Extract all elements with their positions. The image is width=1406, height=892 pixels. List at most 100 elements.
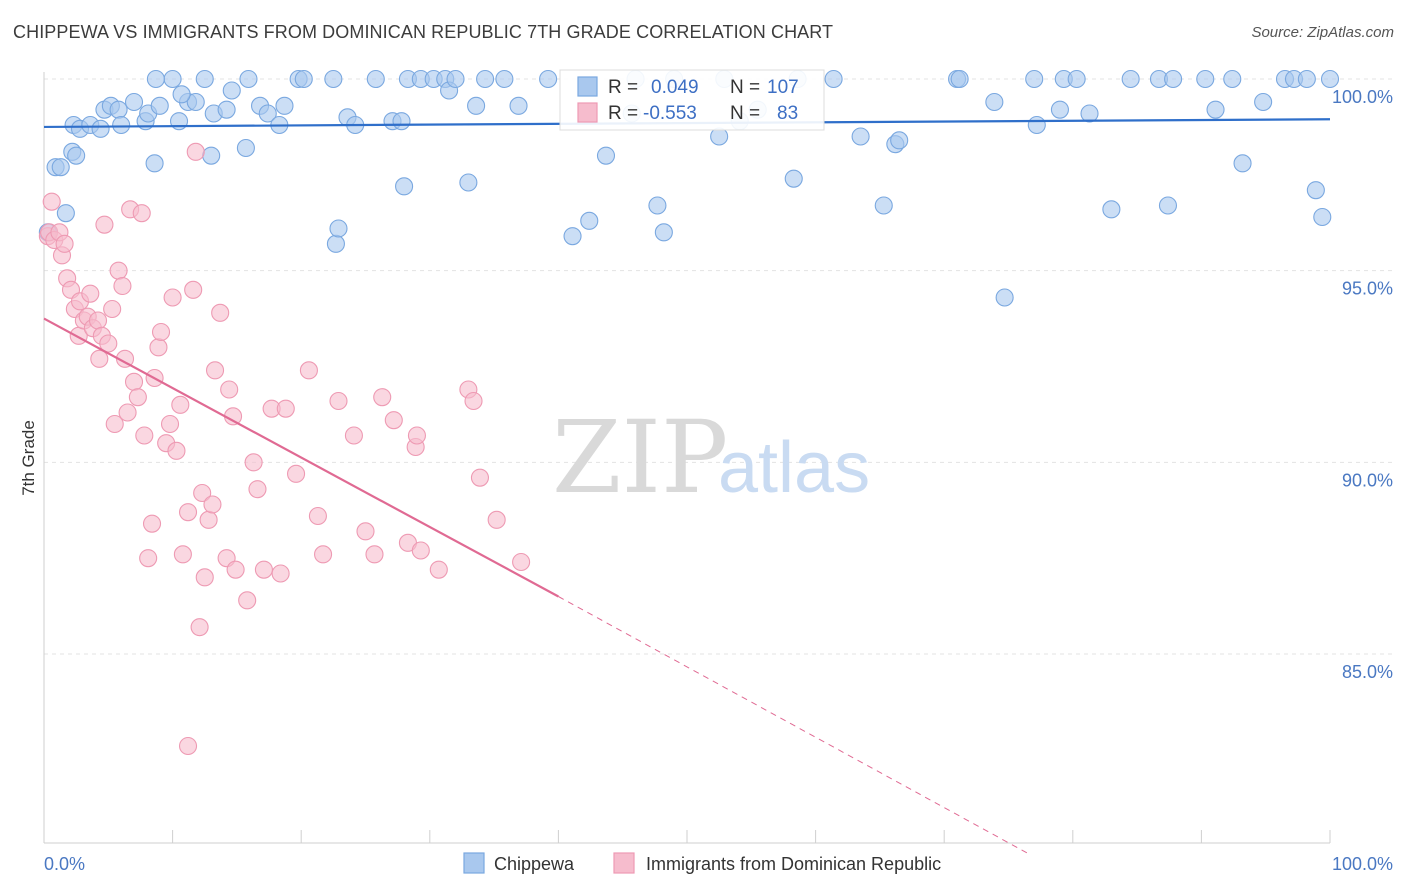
chippewa-point xyxy=(509,96,528,115)
dominican-point xyxy=(178,736,198,756)
chippewa-point xyxy=(1306,181,1325,200)
dominican-point xyxy=(167,441,186,460)
dominican-point xyxy=(464,391,483,411)
dominican-point xyxy=(276,399,295,418)
chippewa-point xyxy=(392,112,411,131)
dominican-point xyxy=(195,568,214,587)
chippewa-point xyxy=(1206,100,1225,119)
dominican-point xyxy=(470,468,490,487)
chippewa-point xyxy=(985,92,1004,112)
dominican-point xyxy=(105,414,124,434)
chippewa-point xyxy=(467,96,486,115)
dominican-trend-extension xyxy=(558,596,1029,854)
chippewa-point xyxy=(1080,104,1099,123)
chippewa-point xyxy=(324,69,343,89)
dominican-point xyxy=(356,522,375,541)
chippewa-point xyxy=(1102,200,1121,219)
dominican-point xyxy=(81,284,100,303)
stats-n-label-2: N = xyxy=(730,103,760,124)
stats-swatch-blue xyxy=(577,76,598,97)
chippewa-point xyxy=(112,115,131,135)
dominican-point xyxy=(190,618,209,637)
dominican-point xyxy=(139,549,158,568)
stats-n-value-2: 83 xyxy=(777,103,798,124)
y-axis-label: 7th Grade xyxy=(19,420,38,496)
chippewa-point xyxy=(1223,69,1242,89)
dominican-point xyxy=(88,311,108,330)
chippewa-point xyxy=(824,69,843,89)
dominican-point xyxy=(95,215,114,234)
dominican-point xyxy=(512,552,531,572)
dominican-point xyxy=(99,334,118,353)
watermark-atlas: atlas xyxy=(718,428,870,508)
dominican-point xyxy=(314,545,333,564)
chippewa-point xyxy=(91,119,110,138)
chippewa-point xyxy=(596,146,616,165)
chippewa-point xyxy=(294,69,313,89)
dominican-point xyxy=(151,322,171,342)
watermark: ZIP atlas xyxy=(552,399,870,516)
chippewa-point xyxy=(1196,69,1215,89)
dominican-point xyxy=(118,403,137,422)
legend-label-chippewa: Chippewa xyxy=(494,854,575,874)
x-ticks xyxy=(43,830,1331,843)
chippewa-point xyxy=(495,69,514,89)
dominican-point xyxy=(42,192,61,211)
chippewa-point xyxy=(1164,69,1183,89)
chippewa-point xyxy=(1025,69,1044,89)
dominican-point xyxy=(132,204,151,223)
dominican-point xyxy=(287,464,306,483)
grid-lines xyxy=(44,78,1392,655)
chippewa-point xyxy=(1067,69,1086,89)
chippewa-point xyxy=(1050,100,1069,119)
chippewa-point xyxy=(56,204,75,223)
chippewa-point xyxy=(239,69,258,89)
stats-r-value-2: -0.553 xyxy=(643,103,697,124)
dominican-point xyxy=(178,503,198,522)
dominican-point xyxy=(160,414,180,434)
chippewa-point xyxy=(395,177,414,196)
chippewa-point xyxy=(202,146,221,165)
chippewa-point xyxy=(172,85,191,104)
dominican-point xyxy=(344,426,363,445)
chippewa-point xyxy=(1320,69,1340,89)
legend-swatch-chippewa xyxy=(463,852,485,874)
chippewa-point xyxy=(710,127,729,146)
stats-r-label-2: R = xyxy=(608,103,638,124)
y-tick-label: 90.0% xyxy=(1342,470,1393,490)
dominican-point xyxy=(173,545,192,564)
legend: Chippewa Immigrants from Dominican Repub… xyxy=(463,852,941,874)
stats-r-label-1: R = xyxy=(608,77,638,98)
dominican-point xyxy=(113,276,132,296)
chippewa-point xyxy=(124,92,144,112)
dominican-points xyxy=(38,142,531,756)
chippewa-point xyxy=(476,69,495,89)
dominican-point xyxy=(308,506,327,526)
chippewa-point xyxy=(150,96,169,115)
chippewa-point xyxy=(648,196,667,215)
dominican-point xyxy=(271,564,290,583)
dominican-point xyxy=(384,411,403,430)
chippewa-point xyxy=(890,131,909,150)
chippewa-point xyxy=(326,234,345,253)
dominican-point xyxy=(103,299,122,319)
dominican-point xyxy=(184,280,203,299)
chippewa-point xyxy=(580,211,599,230)
dominican-point xyxy=(365,545,384,564)
chippewa-point xyxy=(995,288,1014,307)
y-tick-label: 100.0% xyxy=(1332,87,1393,107)
dominican-point xyxy=(128,388,147,407)
dominican-point xyxy=(135,426,154,445)
dominican-point xyxy=(199,510,218,529)
chippewa-point xyxy=(51,158,70,177)
dominican-point xyxy=(407,426,426,445)
dominican-point xyxy=(248,480,267,499)
stats-n-label-1: N = xyxy=(730,77,760,98)
chippewa-point xyxy=(1158,196,1178,215)
y-tick-labels: 85.0% 90.0% 95.0% 100.0% xyxy=(1332,87,1393,682)
chippewa-point xyxy=(1313,207,1332,227)
dominican-point xyxy=(254,560,273,579)
chippewa-point xyxy=(258,104,277,123)
stats-r-value-1: 0.049 xyxy=(651,77,699,98)
chippewa-point xyxy=(163,69,182,89)
